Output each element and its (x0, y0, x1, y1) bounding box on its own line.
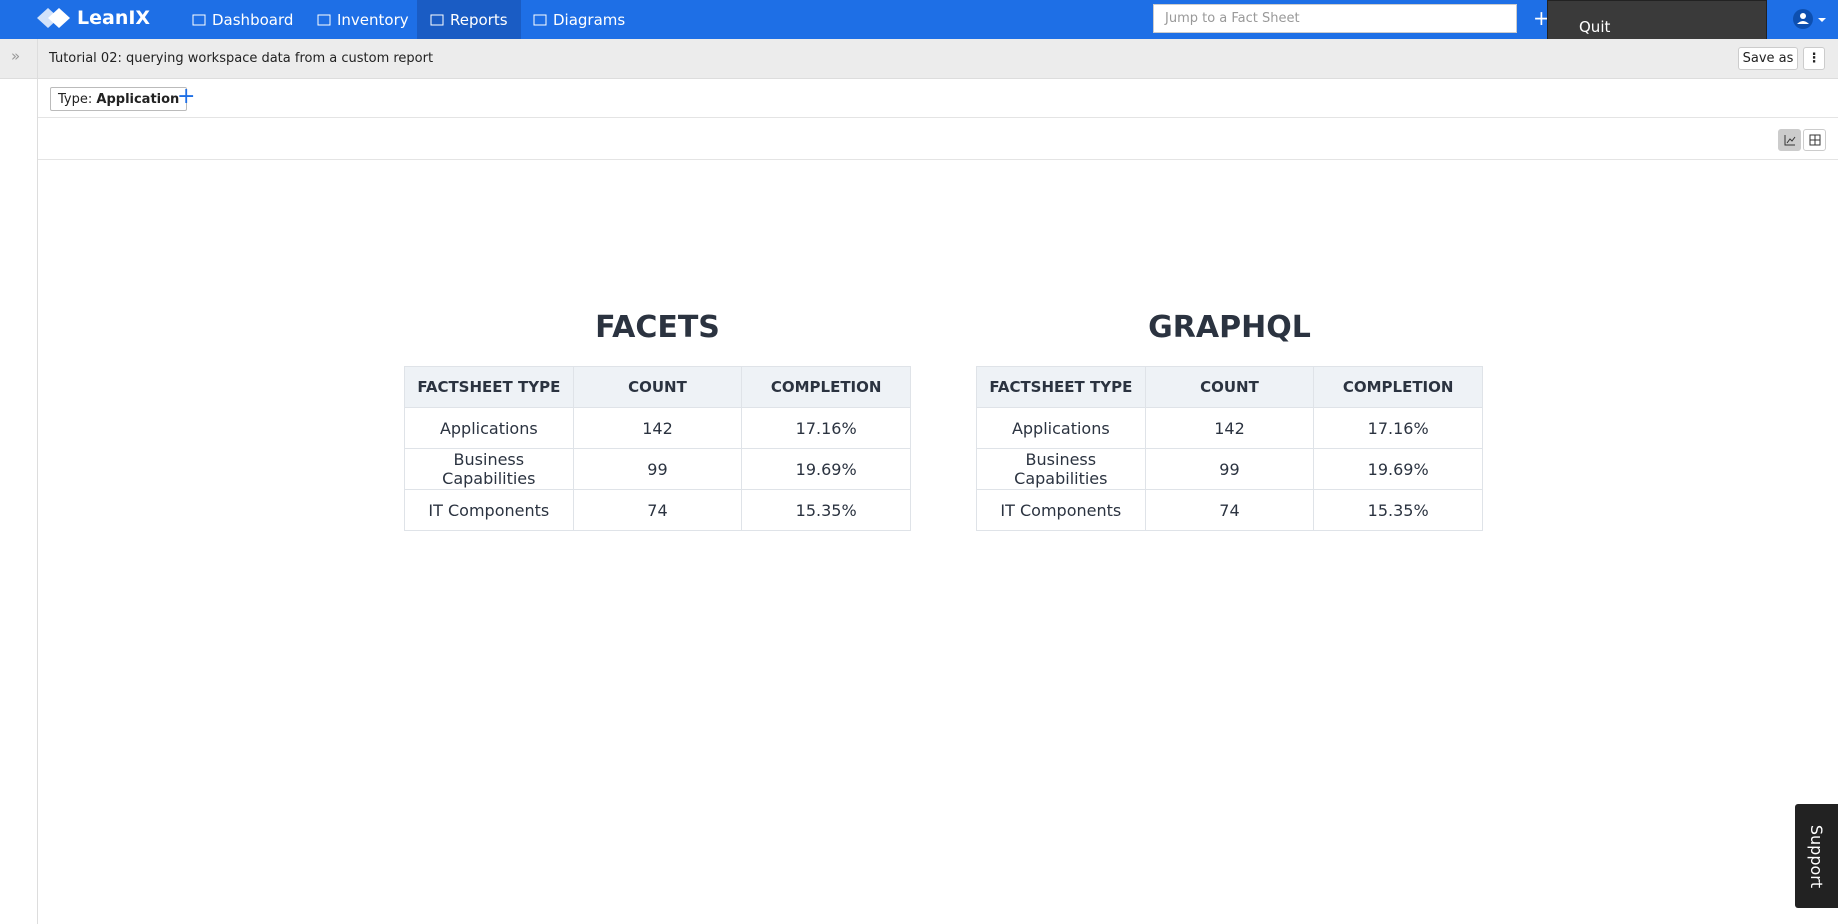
table-cell: 19.69% (1313, 448, 1483, 490)
chart-view-button[interactable] (1778, 129, 1801, 151)
table-cell: 15.35% (1313, 489, 1483, 531)
table-cell: 19.69% (741, 448, 911, 490)
nav-item[interactable]: Diagrams (520, 0, 638, 39)
nav-label[interactable]: Dashboard (212, 10, 294, 29)
table-cell: 15.35% (741, 489, 911, 531)
filter-value: Application (96, 91, 180, 107)
table-cell: 74 (572, 489, 743, 531)
table-cell: 142 (1144, 407, 1315, 449)
filter-row: Type: Application + (38, 79, 1838, 118)
table-cell: 142 (572, 407, 743, 449)
report-table: FACETS FACTSHEET TYPE COUNT COMPLETION Appli… (404, 308, 911, 531)
save-as-button[interactable]: Save as (1738, 47, 1798, 70)
nav-item[interactable]: Dashboard (179, 0, 306, 39)
nav-label[interactable]: Reports (450, 10, 508, 29)
header-row: FACTSHEET TYPE COUNT COMPLETION (976, 366, 1483, 408)
data-table: FACTSHEET TYPE COUNT COMPLETION Application… (404, 366, 911, 531)
quit-label[interactable]: Quit (1579, 18, 1611, 36)
column-header: COMPLETION (741, 366, 911, 408)
table-row: IT Components 74 15.35% (404, 489, 911, 531)
table-cell: Business Capabilities (976, 448, 1146, 490)
nav-icon (533, 14, 547, 25)
add-button[interactable]: + (1533, 6, 1550, 30)
toolbar (38, 118, 1838, 160)
column-header: COMPLETION (1313, 366, 1483, 408)
table-row: Business Capabilities 99 19.69% (404, 448, 911, 490)
column-header: COUNT (1144, 366, 1315, 408)
brand[interactable]: LeanIX (37, 7, 150, 29)
table-row: IT Components 74 15.35% (976, 489, 1483, 531)
top-nav: LeanIX Dashboard Inventory Reports Diagrams… (0, 0, 1838, 56)
nav-label[interactable]: Diagrams (553, 10, 626, 29)
report-title: Tutorial 02: querying workspace data fro… (49, 51, 434, 66)
table-title: GRAPHQL (1148, 310, 1311, 345)
support-label[interactable]: Support (1807, 824, 1826, 888)
expand-toggle[interactable]: » (11, 47, 21, 65)
add-filter[interactable]: + (177, 84, 196, 109)
table-cell: IT Components (976, 489, 1146, 531)
data-table: FACTSHEET TYPE COUNT COMPLETION Application… (976, 366, 1483, 531)
filter-label: Type: (58, 91, 93, 107)
table-row: Applications 142 17.16% (404, 407, 911, 449)
nav-icon (430, 14, 444, 25)
support-tab[interactable]: Support (1795, 804, 1838, 908)
table-cell: 99 (572, 448, 743, 490)
more-button[interactable]: ⋮ (1803, 47, 1825, 70)
search-input[interactable]: Jump to a Fact Sheet (1153, 4, 1517, 33)
nav-item[interactable]: Inventory (304, 0, 422, 39)
chart-icon (1784, 135, 1795, 146)
logo (37, 8, 70, 28)
table-title: FACETS (595, 310, 720, 345)
table-cell: Applications (976, 407, 1146, 449)
brand-name: LeanIX (77, 7, 151, 29)
sidebar: » (0, 39, 38, 924)
nav-item[interactable]: Reports (417, 0, 521, 39)
type-filter[interactable]: Type: Application (50, 87, 188, 111)
table-view-button[interactable] (1803, 129, 1826, 151)
table-row: Applications 142 17.16% (976, 407, 1483, 449)
report-table: GRAPHQL FACTSHEET TYPE COUNT COMPLETION Appl… (976, 308, 1483, 531)
nav-label[interactable]: Inventory (337, 10, 409, 29)
table-cell: Applications (404, 407, 574, 449)
column-header: COUNT (572, 366, 743, 408)
column-header: FACTSHEET TYPE (976, 366, 1146, 408)
user-menu[interactable] (1793, 8, 1827, 30)
table-cell: IT Components (404, 489, 574, 531)
column-header: FACTSHEET TYPE (404, 366, 574, 408)
table-cell: 99 (1144, 448, 1315, 490)
table-cell: 17.16% (741, 407, 911, 449)
table-cell: 74 (1144, 489, 1315, 531)
table-cell: 17.16% (1313, 407, 1483, 449)
header-row: FACTSHEET TYPE COUNT COMPLETION (404, 366, 911, 408)
table-row: Business Capabilities 99 19.69% (976, 448, 1483, 490)
nav-icon (317, 14, 331, 25)
report-bar: Tutorial 02: querying workspace data fro… (0, 39, 1838, 79)
nav-icon (192, 14, 206, 25)
table-icon (1809, 134, 1820, 146)
table-cell: Business Capabilities (404, 448, 574, 490)
